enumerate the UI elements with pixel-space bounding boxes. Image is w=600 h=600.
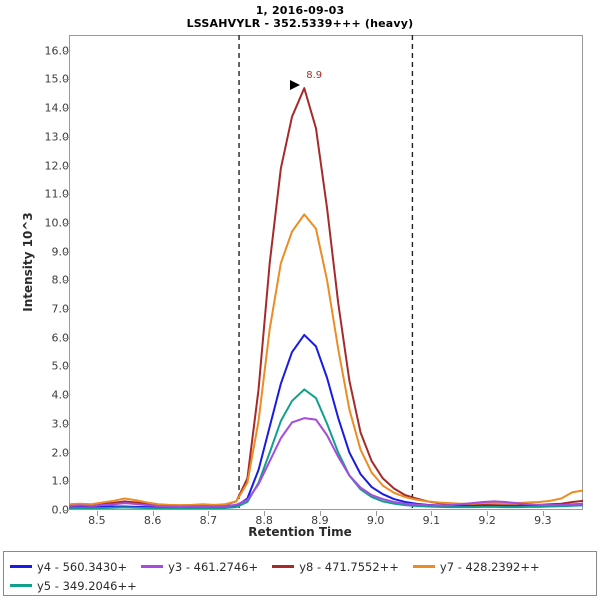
- y-axis-label: Intensity 10^3: [21, 212, 35, 312]
- y-tick-mark: [63, 481, 69, 483]
- y-tick-label: 15.0: [44, 72, 70, 86]
- y-tick-label: 11.0: [44, 187, 70, 201]
- y-tick-mark: [63, 165, 69, 167]
- y-tick-label: 4.0: [51, 388, 70, 402]
- y-tick-mark: [63, 395, 69, 397]
- y-tick-mark: [63, 108, 69, 110]
- x-tick-label: 9.3: [534, 514, 552, 527]
- y-tick-mark: [63, 79, 69, 81]
- y-tick-label: 3.0: [51, 417, 70, 431]
- legend-item[interactable]: y8 - 471.7552++: [272, 560, 399, 574]
- y-axis-ticks: 0.0 1.0 2.0 3.0 4.0 5.0 6.0 7.0 8.0 9.0 10.0 11.0 12…: [0, 0, 69, 600]
- x-tick-label: 8.5: [88, 514, 106, 527]
- y-tick-label: 5.0: [51, 359, 70, 373]
- x-tick-mark: [152, 511, 154, 516]
- y-tick-label: 1.0: [51, 474, 70, 488]
- x-tick-mark: [487, 511, 489, 516]
- x-tick-label: 9.1: [422, 514, 441, 527]
- x-tick-label: 9.0: [366, 514, 385, 527]
- legend-item[interactable]: y7 - 428.2392++: [412, 559, 540, 574]
- y-tick-mark: [63, 510, 69, 511]
- y-tick-label: 12.0: [44, 159, 70, 173]
- y-tick-mark: [63, 222, 69, 224]
- y-tick-label: 6.0: [51, 331, 70, 345]
- x-tick-label: 8.6: [143, 514, 162, 527]
- chromatogram-trace[interactable]: [69, 87, 583, 507]
- legend: y4 - 560.3430+ y3 - 461.2746+ y8 - 471.755…: [3, 551, 597, 596]
- x-tick-label: 8.8: [255, 514, 273, 527]
- legend-color-swatch: [412, 565, 435, 568]
- peak-apex-marker-icon[interactable]: [290, 80, 301, 91]
- chromatogram-trace[interactable]: [69, 388, 583, 510]
- y-tick-mark: [63, 337, 69, 339]
- y-tick-label: 16.0: [44, 44, 70, 58]
- chart-title-line-1: 1, 2016-09-03: [255, 4, 345, 17]
- legend-label: y8 - 471.7552++: [299, 559, 399, 574]
- y-tick-label: 13.0: [44, 130, 70, 144]
- x-tick-label: 8.7: [199, 514, 218, 527]
- chromatogram-trace[interactable]: [69, 213, 583, 507]
- x-tick-label: 9.2: [478, 514, 496, 527]
- legend-label: y5 - 349.2046++: [37, 578, 137, 593]
- legend-row-1: y4 - 560.3430+ y3 - 461.2746+ y8 - 471.755…: [10, 557, 590, 576]
- y-tick-label: 2.0: [51, 446, 70, 460]
- y-tick-mark: [63, 452, 69, 454]
- y-tick-mark: [63, 309, 69, 311]
- y-tick-label: 7.0: [51, 302, 70, 316]
- x-tick-mark: [319, 511, 321, 516]
- y-tick-mark: [63, 251, 69, 253]
- y-tick-mark: [63, 423, 69, 425]
- x-tick-mark: [431, 511, 433, 516]
- legend-item[interactable]: y3 - 461.2746+: [141, 560, 258, 574]
- y-tick-mark: [63, 194, 69, 196]
- x-tick-mark: [375, 511, 377, 516]
- x-tick-mark: [264, 511, 266, 516]
- legend-color-swatch: [141, 565, 164, 568]
- chart-title-block: 1, 2016-09-03 LSSAHVYLR - 352.5339+++ (h…: [0, 4, 600, 30]
- chart-title-line-2: LSSAHVYLR - 352.5339+++ (heavy): [186, 17, 414, 30]
- legend-color-swatch: [10, 565, 32, 568]
- y-tick-mark: [63, 280, 69, 282]
- y-tick-label: 10.0: [44, 216, 70, 230]
- y-tick-label: 8.0: [51, 273, 70, 287]
- legend-label: y7 - 428.2392++: [439, 559, 540, 574]
- legend-color-swatch: [272, 565, 295, 568]
- y-tick-label: 0.0: [51, 503, 70, 517]
- x-tick-label: 8.9: [311, 514, 329, 527]
- legend-color-swatch: [10, 584, 32, 587]
- legend-label: y4 - 560.3430+: [37, 559, 128, 574]
- legend-item[interactable]: y5 - 349.2046++: [10, 579, 137, 593]
- peak-apex-label: 8.9: [306, 70, 323, 82]
- x-tick-mark: [208, 511, 210, 516]
- legend-label: y3 - 461.2746+: [168, 559, 259, 574]
- x-tick-mark: [542, 511, 544, 516]
- y-tick-mark: [63, 366, 69, 368]
- y-tick-label: 14.0: [44, 101, 70, 115]
- chromatogram-trace[interactable]: [69, 417, 583, 508]
- y-tick-mark: [63, 50, 69, 52]
- x-axis-label: Retention Time: [248, 525, 352, 539]
- y-tick-label: 9.0: [51, 245, 70, 259]
- y-tick-mark: [63, 136, 69, 138]
- legend-row-2: y5 - 349.2046++: [10, 576, 590, 595]
- plot-canvas[interactable]: [69, 35, 583, 510]
- x-tick-mark: [96, 511, 98, 516]
- legend-item[interactable]: y4 - 560.3430+: [10, 560, 127, 574]
